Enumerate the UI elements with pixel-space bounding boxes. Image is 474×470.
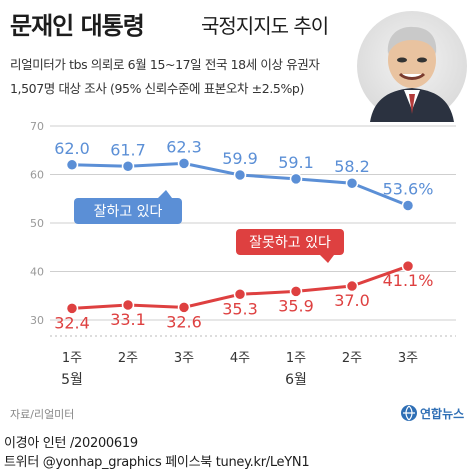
x-tick-label: 3주 [398,351,418,366]
data-label: 59.9 [222,149,258,168]
data-label: 35.3 [222,299,258,318]
data-label: 35.9 [278,296,314,315]
month-label: 5월 [61,372,83,388]
x-tick-label: 3주 [174,351,194,366]
credit-line1: 이경아 인턴 /20200619 [4,436,138,451]
x-tick-label: 1주 [286,351,306,366]
data-label: 61.7 [110,140,146,159]
y-tick-label: 50 [30,217,44,230]
data-label: 62.0 [54,139,90,158]
logo-text: 연합뉴스 [420,406,464,421]
president-portrait-image [357,11,467,122]
legend-box-0 [74,198,182,224]
data-label: 41.1% [383,271,434,290]
data-point [345,279,359,293]
data-point [177,301,191,314]
data-point [65,302,79,315]
data-label: 59.1 [278,153,314,172]
data-point [121,298,135,312]
data-label: 33.1 [110,310,146,329]
data-point [401,199,415,212]
legend-label: 잘못하고 있다 [249,235,331,251]
credit-line2: 트위터 @yonhap_graphics 페이스북 tuney.kr/LeYN1 [4,455,310,470]
yonhap-logo: 연합뉴스 [400,403,470,423]
survey-info-line1: 리얼미터가 tbs 의뢰로 6월 15~17일 전국 18세 이상 유권자 [10,57,320,72]
legend-label: 잘하고 있다 [94,204,163,220]
data-point [233,288,247,301]
x-tick-label: 1주 [62,351,82,366]
data-point [121,160,135,173]
data-label: 53.6% [383,180,434,199]
y-tick-label: 40 [30,266,44,279]
legend-box-1 [236,229,344,255]
data-point [289,285,303,298]
x-tick-label: 4주 [230,351,250,366]
data-label: 32.6 [166,312,202,331]
approval-chart: 70 60 50 40 30 62.0 61.7 62.3 59.9 59.1 58.2 53.6%… [30,120,456,388]
month-label: 6월 [285,372,307,388]
y-tick-label: 60 [30,169,44,182]
page-subtitle: 국정지지도 추이 [201,14,329,38]
data-label: 58.2 [334,157,370,176]
x-tick-label: 2주 [342,351,362,366]
data-label: 37.0 [334,291,370,310]
legend-pointer [158,190,172,198]
data-point [345,176,359,190]
data-label: 32.4 [54,313,90,332]
y-tick-label: 30 [30,314,44,327]
source-note: 자료/리얼미터 [10,408,75,421]
data-point [289,172,303,186]
page-title: 문재인 대통령 [10,12,145,40]
data-point [65,158,79,172]
data-point [233,168,247,182]
x-tick-label: 2주 [118,351,138,366]
data-label: 62.3 [166,137,202,156]
data-point [401,259,415,273]
survey-info-line2: 1,507명 대상 조사 (95% 신뢰수준에 표본오차 ±2.5%p) [10,81,304,96]
data-point [177,157,191,170]
y-tick-label: 70 [30,120,44,133]
legend-pointer [320,255,334,263]
